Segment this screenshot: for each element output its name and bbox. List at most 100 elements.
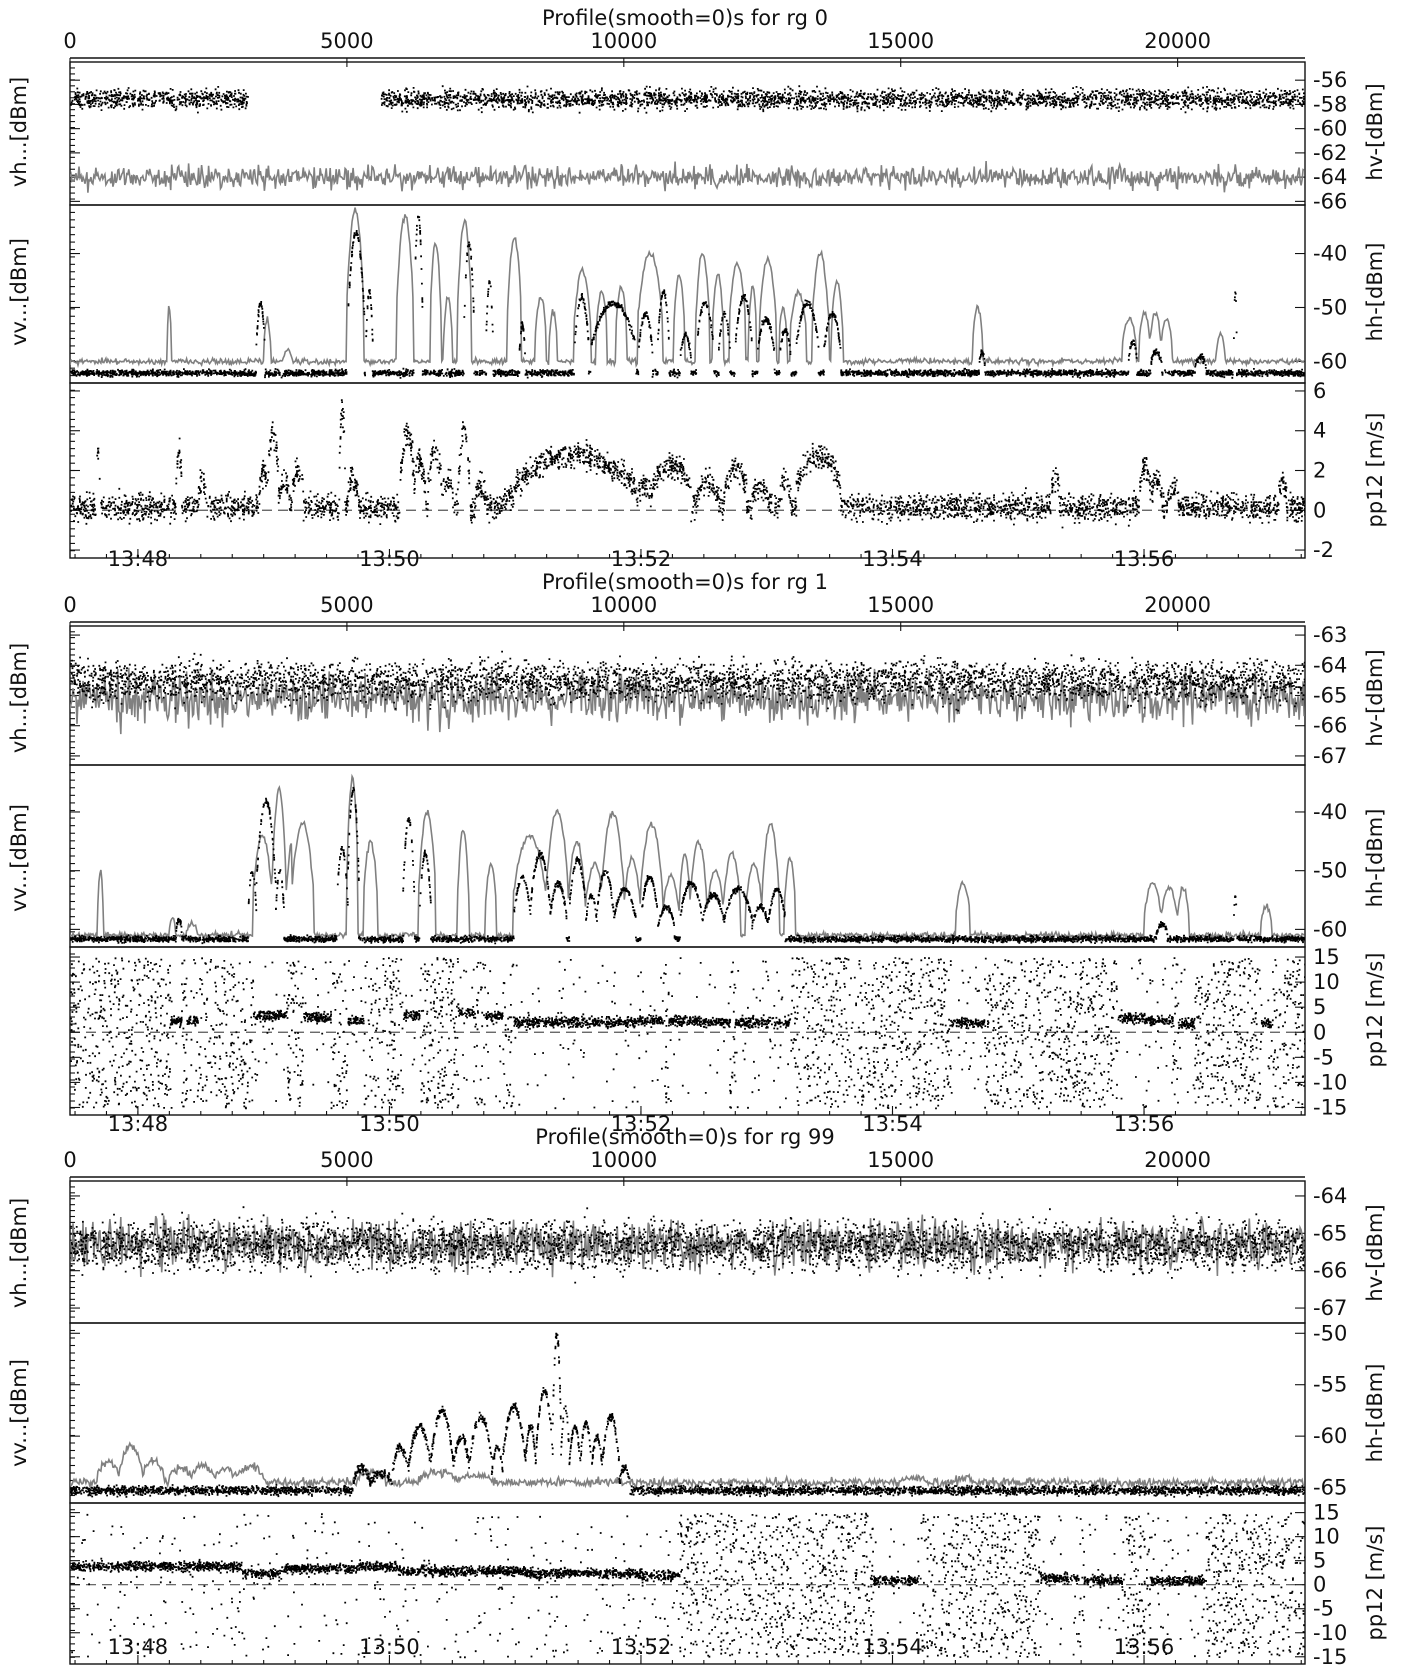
y-axis-tick-label: -66 — [1313, 189, 1347, 213]
series-dots — [70, 85, 1305, 114]
y-axis-tick-label: -2 — [1313, 538, 1334, 562]
chart-rg99: Profile(smooth=0)s for rg 99 vh...[dBm] … — [7, 1125, 1387, 1640]
panel-right-label: hh-[dBm] — [1363, 243, 1387, 342]
y-axis-tick-label: -64 — [1313, 653, 1347, 677]
series-dots — [70, 650, 1305, 712]
y-axis-tick-label: -15 — [1313, 1095, 1347, 1119]
chart-title: Profile(smooth=0)s for rg 99 — [535, 1125, 834, 1149]
chart-rg0: Profile(smooth=0)s for rg 0 vh...[dBm] h… — [7, 6, 1387, 527]
y-axis-tick-label: -5 — [1313, 1045, 1334, 1069]
panel-right-label: hv-[dBm] — [1363, 649, 1387, 746]
series-line — [70, 207, 1305, 369]
top-axis-tick-label: 0 — [63, 593, 76, 617]
y-axis-tick-label: 10 — [1313, 970, 1340, 994]
time-axis-tick-label: 13:54 — [862, 1635, 923, 1659]
top-axis-tick-label: 20000 — [1144, 1148, 1211, 1172]
y-axis-tick-label: -65 — [1313, 1221, 1347, 1245]
y-axis-tick-label: -56 — [1313, 68, 1347, 92]
y-axis-tick-label: 0 — [1313, 498, 1326, 522]
time-axis-tick-label: 13:50 — [359, 547, 420, 571]
y-axis-tick-label: -60 — [1313, 917, 1347, 941]
panel-right-label: hh-[dBm] — [1363, 809, 1387, 908]
chart-title: Profile(smooth=0)s for rg 1 — [542, 570, 828, 594]
series-line — [70, 161, 1305, 193]
y-axis-tick-label: -66 — [1313, 1259, 1347, 1283]
y-axis-tick-label: -60 — [1313, 1424, 1347, 1448]
y-axis-tick-label: 15 — [1313, 945, 1340, 969]
top-axis-tick-label: 10000 — [590, 29, 657, 53]
y-axis-tick-label: -66 — [1313, 714, 1347, 738]
top-axis-tick-label: 15000 — [867, 1148, 934, 1172]
panel-left-label: vh...[dBm] — [7, 643, 31, 753]
y-axis-tick-label: 4 — [1313, 419, 1326, 443]
top-axis-tick-label: 5000 — [320, 29, 373, 53]
time-axis-tick-label: 13:52 — [611, 547, 672, 571]
panel-2-1: -50 -55 -60 -65 — [69, 1321, 1347, 1504]
y-axis-tick-label: -60 — [1313, 349, 1347, 373]
panel-right-label: pp12 [m/s] — [1363, 1526, 1387, 1641]
y-axis-tick-label: -58 — [1313, 92, 1347, 116]
y-axis-tick-label: 6 — [1313, 379, 1326, 403]
panel-right-label: hv-[dBm] — [1363, 1204, 1387, 1301]
time-axis-tick-label: 13:48 — [108, 547, 169, 571]
y-axis-tick-label: -65 — [1313, 684, 1347, 708]
time-axis-tick-label: 13:56 — [1114, 547, 1175, 571]
y-axis-tick-label: -62 — [1313, 141, 1347, 165]
panel-left-label: vh...[dBm] — [7, 77, 31, 187]
top-axis-tick-label: 15000 — [867, 29, 934, 53]
top-axis-tick-label: 10000 — [590, 593, 657, 617]
top-axis-tick-label: 20000 — [1144, 593, 1211, 617]
series-dots — [70, 957, 1305, 1110]
time-axis-tick-label: 13:50 — [359, 1112, 420, 1136]
chart-1-marks: 0 5000 10000 15000 20000 13:48 13:50 13:52 13:54… — [63, 593, 1347, 1136]
panel-left-label: vv...[dBm] — [7, 238, 31, 346]
y-axis-tick-label: 10 — [1313, 1525, 1340, 1549]
top-axis-tick-label: 15000 — [867, 593, 934, 617]
time-axis-tick-label: 13:54 — [862, 1112, 923, 1136]
panel-left-label: vh...[dBm] — [7, 1198, 31, 1308]
panel-right-label: pp12 [m/s] — [1363, 953, 1387, 1068]
y-axis-tick-label: -60 — [1313, 117, 1347, 141]
y-axis-tick-label: 5 — [1313, 1549, 1326, 1573]
panel-0-0: -56-58-60-62-64-66 — [69, 61, 1347, 213]
y-axis-tick-label: 15 — [1313, 1501, 1340, 1525]
y-axis-tick-label: -63 — [1313, 623, 1347, 647]
y-axis-tick-label: -67 — [1313, 744, 1347, 768]
time-axis-tick-label: 13:56 — [1114, 1112, 1175, 1136]
panel-0-2: 6 4 2 0 -2 — [69, 379, 1334, 562]
y-axis-tick-label: -40 — [1313, 800, 1347, 824]
y-axis-tick-label: -65 — [1313, 1476, 1347, 1500]
panel-right-label: hv-[dBm] — [1363, 83, 1387, 180]
y-axis-tick-label: -64 — [1313, 165, 1347, 189]
top-axis-tick-label: 20000 — [1144, 29, 1211, 53]
series-line — [70, 1441, 1305, 1491]
y-axis-tick-label: 0 — [1313, 1020, 1326, 1044]
y-axis-tick-label: -67 — [1313, 1296, 1347, 1320]
chart-0-marks: 0 5000 10000 15000 20000 13:48 13:50 13:52 13:54… — [63, 29, 1347, 571]
time-axis-tick-label: 13:54 — [862, 547, 923, 571]
y-axis-tick-label: -50 — [1313, 295, 1347, 319]
y-axis-tick-label: 0 — [1313, 1573, 1326, 1597]
chart-rg1: Profile(smooth=0)s for rg 1 vh...[dBm] h… — [7, 570, 1387, 1067]
time-axis-tick-label: 13:50 — [359, 1635, 420, 1659]
chart-title: Profile(smooth=0)s for rg 0 — [542, 6, 828, 30]
top-axis-tick-label: 5000 — [320, 1148, 373, 1172]
y-axis-tick-label: -55 — [1313, 1373, 1347, 1397]
top-axis-tick-label: 0 — [63, 1148, 76, 1172]
y-axis-tick-label: -10 — [1313, 1070, 1347, 1094]
panel-right-label: pp12 [m/s] — [1363, 413, 1387, 528]
y-axis-tick-label: -50 — [1313, 859, 1347, 883]
y-axis-tick-label: -64 — [1313, 1184, 1347, 1208]
top-axis-tick-label: 5000 — [320, 593, 373, 617]
panel-right-label: hh-[dBm] — [1363, 1364, 1387, 1463]
top-axis-tick-label: 10000 — [590, 1148, 657, 1172]
time-axis-tick-label: 13:48 — [108, 1635, 169, 1659]
y-axis-tick-label: 5 — [1313, 995, 1326, 1019]
time-axis-tick-label: 13:52 — [611, 1112, 672, 1136]
y-axis-tick-label: 2 — [1313, 459, 1326, 483]
